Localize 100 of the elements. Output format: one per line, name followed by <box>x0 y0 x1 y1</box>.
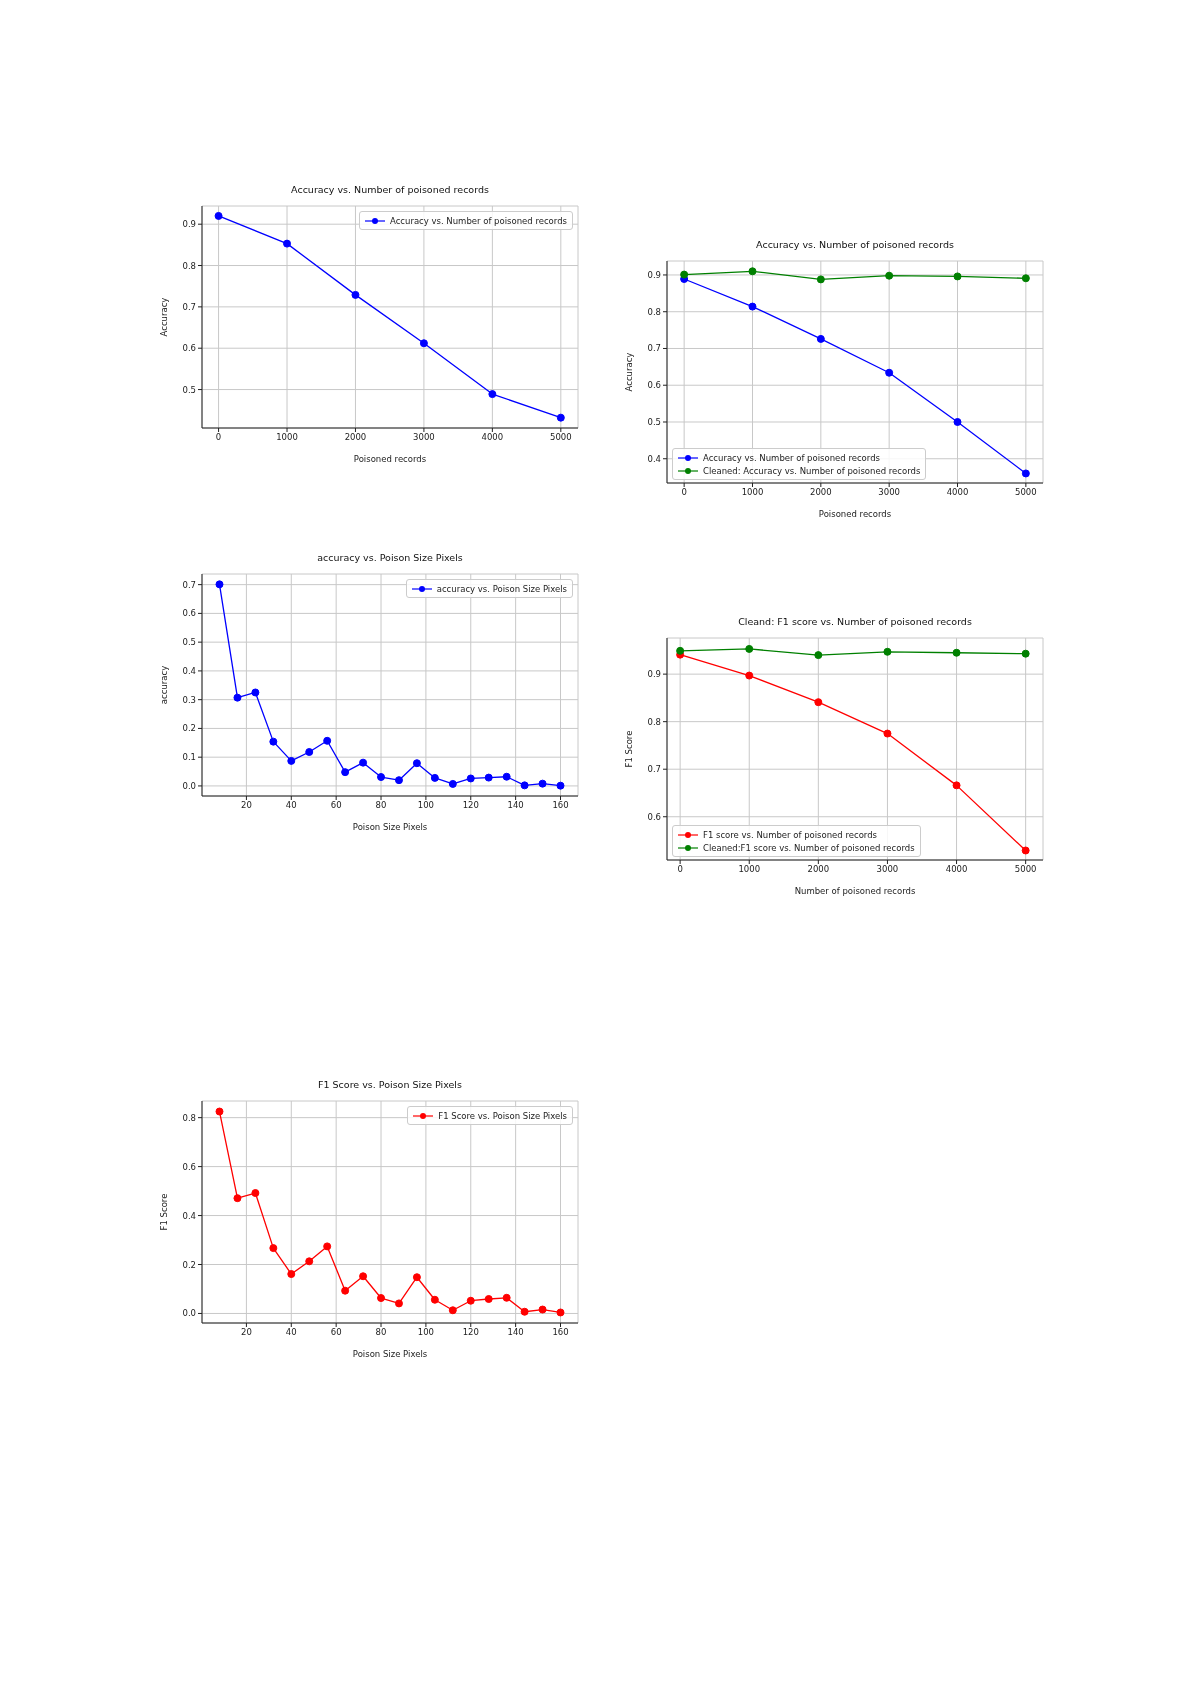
y-tick-label: 0.6 <box>647 811 661 822</box>
x-tick-label: 1000 <box>276 432 298 443</box>
point <box>419 339 428 348</box>
point <box>488 390 497 399</box>
point <box>466 1296 475 1305</box>
x-tick-label: 160 <box>552 800 569 811</box>
y-tick-label: 0.7 <box>647 764 661 775</box>
y-tick-label: 0.6 <box>182 343 196 354</box>
x-axis-title: Poison Size Pixels <box>352 822 428 832</box>
point <box>556 413 565 422</box>
x-axis-title: Poison Size Pixels <box>352 1349 428 1359</box>
x-tick-label: 5000 <box>550 432 572 443</box>
point <box>341 1286 350 1295</box>
point <box>953 417 962 426</box>
y-axis-title: Accuracy <box>159 297 170 337</box>
x-tick-label: 4000 <box>946 487 969 498</box>
point <box>748 302 757 311</box>
y-axis-title: F1 Score <box>159 1193 170 1231</box>
point <box>430 1295 439 1304</box>
point <box>394 776 403 785</box>
point <box>1021 274 1030 283</box>
x-tick-label: 120 <box>462 800 479 811</box>
y-tick-label: 0.2 <box>182 723 196 734</box>
point <box>269 1244 278 1253</box>
y-tick-label: 0.5 <box>182 637 196 648</box>
x-tick-label: 140 <box>507 1327 524 1338</box>
y-tick-label: 0.2 <box>182 1259 196 1270</box>
point <box>269 737 278 746</box>
point <box>885 368 894 377</box>
x-tick-label: 2000 <box>807 864 830 875</box>
x-tick-label: 20 <box>241 800 252 811</box>
legend-label: Accuracy vs. Number of poisoned records <box>390 215 567 226</box>
chart-title: F1 Score vs. Poison Size Pixels <box>317 1079 463 1090</box>
y-axis-title: F1 Score <box>624 730 635 768</box>
x-tick-label: 3000 <box>878 487 900 498</box>
y-tick-label: 0.5 <box>182 384 196 395</box>
point <box>323 1242 332 1251</box>
x-axis-title: Poisoned records <box>353 454 427 464</box>
x-tick-label: 0 <box>681 487 687 498</box>
point <box>883 647 892 656</box>
x-tick-label: 5000 <box>1015 487 1037 498</box>
point <box>745 671 754 680</box>
x-tick-label: 2000 <box>344 432 367 443</box>
x-tick-label: 120 <box>462 1327 479 1338</box>
x-tick-label: 160 <box>552 1327 569 1338</box>
x-tick-label: 0 <box>215 432 222 443</box>
point <box>305 1257 314 1266</box>
point <box>283 239 292 248</box>
y-tick-label: 0.9 <box>182 219 196 230</box>
point <box>448 779 457 788</box>
point <box>323 736 332 745</box>
y-axis-title: Accuracy <box>624 352 635 392</box>
point <box>745 644 754 653</box>
x-tick-label: 1000 <box>741 487 764 498</box>
x-tick-label: 2000 <box>810 487 832 498</box>
y-tick-label: 0.8 <box>182 1112 196 1123</box>
point <box>394 1299 403 1308</box>
point <box>502 772 511 781</box>
point <box>215 1107 224 1116</box>
y-tick-label: 0.7 <box>647 343 661 354</box>
x-tick-label: 140 <box>507 800 524 811</box>
chart-title: Cleand: F1 score vs. Number of poisoned records <box>737 616 973 627</box>
chart-title: Accuracy vs. Number of poisoned records <box>755 239 955 250</box>
legend-label: Accuracy vs. Number of poisoned records <box>703 452 880 463</box>
point <box>233 693 242 702</box>
y-tick-label: 0.6 <box>182 608 196 619</box>
point <box>883 729 892 738</box>
x-tick-label: 3000 <box>876 864 899 875</box>
y-tick-label: 0.1 <box>182 752 196 763</box>
x-tick-label: 0 <box>677 864 683 875</box>
point <box>676 646 685 655</box>
point <box>538 779 547 788</box>
legend-label: Cleaned: Accuracy vs. Number of poisoned records <box>703 465 921 476</box>
y-tick-label: 0.5 <box>647 417 661 427</box>
legend-label: Cleaned:F1 score vs. Number of poisoned records <box>703 842 915 853</box>
point <box>885 271 894 280</box>
x-tick-label: 3000 <box>413 432 435 443</box>
point <box>953 272 962 281</box>
y-tick-label: 0.0 <box>182 1308 196 1319</box>
point <box>341 768 350 777</box>
point <box>952 648 961 657</box>
point <box>1021 469 1030 478</box>
point <box>814 651 823 660</box>
y-tick-label: 0.9 <box>647 669 661 680</box>
x-tick-label: 4000 <box>481 432 504 443</box>
x-tick-label: 1000 <box>738 864 761 875</box>
y-tick-label: 0.3 <box>182 694 196 705</box>
y-tick-label: 0.6 <box>182 1161 196 1172</box>
legend-label: accuracy vs. Poison Size Pixels <box>436 583 567 594</box>
y-axis-title: accuracy <box>159 665 170 705</box>
x-axis-title: Number of poisoned records <box>794 886 916 896</box>
y-tick-label: 0.0 <box>182 780 196 791</box>
point <box>556 781 565 790</box>
point <box>287 1270 296 1279</box>
point <box>377 773 386 782</box>
x-tick-label: 80 <box>375 1327 387 1338</box>
x-tick-label: 60 <box>330 800 342 811</box>
point <box>556 1308 565 1317</box>
point <box>484 773 493 782</box>
y-tick-label: 0.9 <box>647 269 661 280</box>
